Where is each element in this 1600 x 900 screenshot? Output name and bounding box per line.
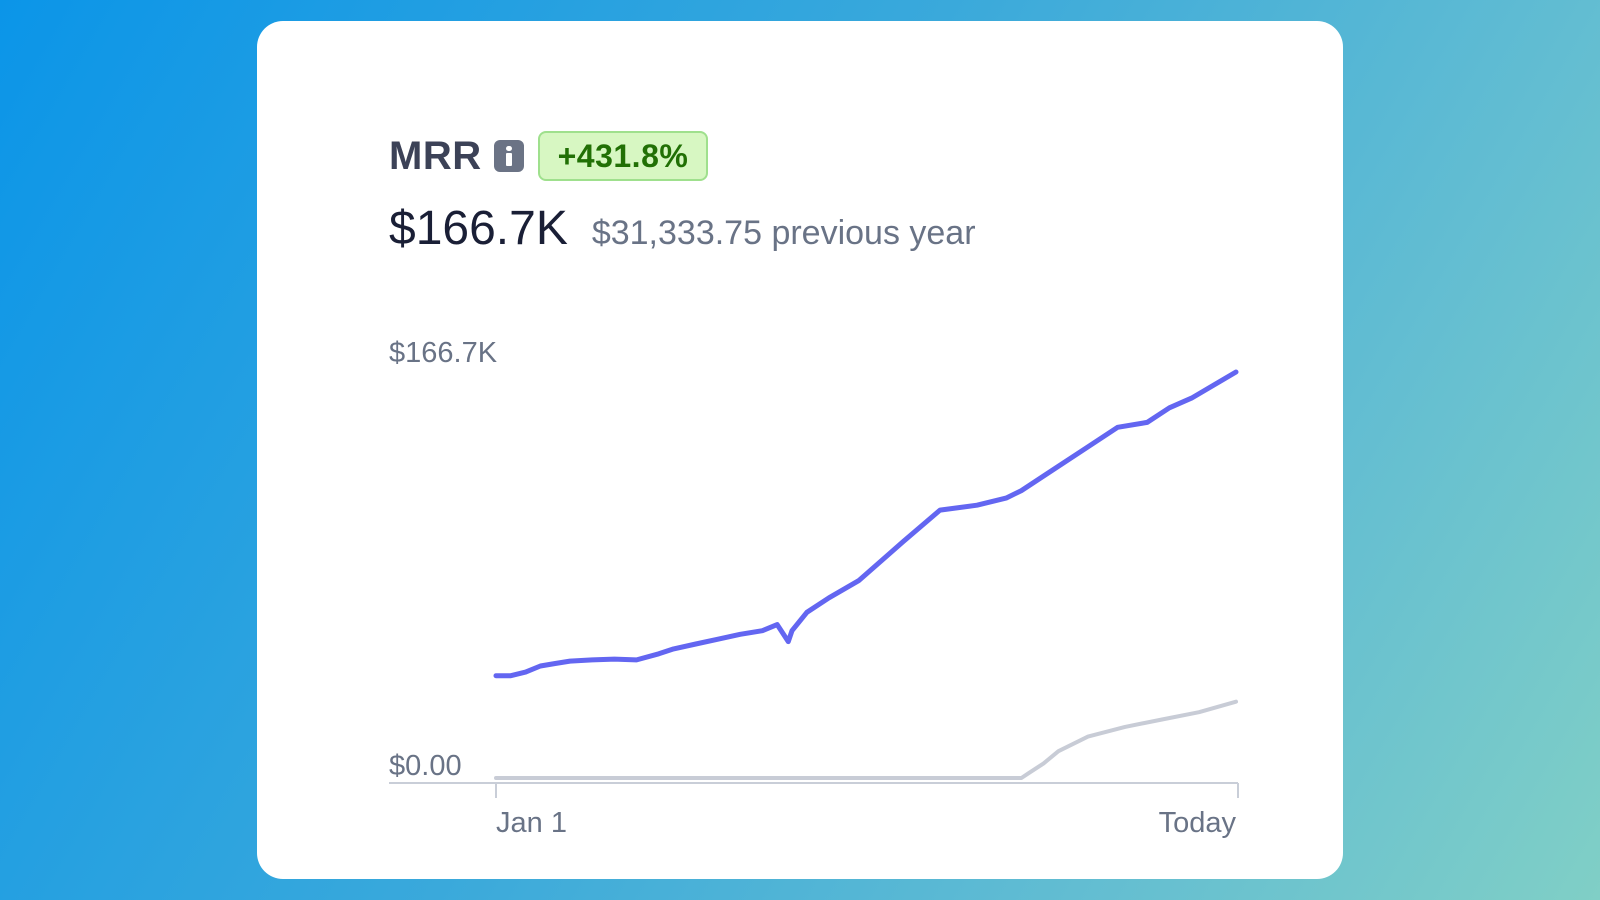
series-line-previous-year bbox=[494, 699, 1238, 780]
y-tick-label-zero: $0.00 bbox=[389, 750, 462, 782]
mrr-card: MRR +431.8% $166.7K $31,333.75 previous … bbox=[257, 21, 1343, 879]
x-tick-label-start: Jan 1 bbox=[496, 807, 567, 839]
metric-values: $166.7K $31,333.75 previous year bbox=[389, 201, 976, 256]
change-badge: +431.8% bbox=[537, 131, 709, 181]
previous-year-value: $31,333.75 previous year bbox=[591, 214, 976, 252]
x-tick-label-end: Today bbox=[1159, 807, 1237, 839]
series-line-current bbox=[493, 369, 1239, 679]
metric-title: MRR bbox=[389, 133, 482, 178]
info-icon[interactable] bbox=[493, 140, 524, 172]
y-tick-label-max: $166.7K bbox=[389, 337, 498, 369]
current-value: $166.7K bbox=[389, 202, 568, 255]
metric-header: MRR +431.8% bbox=[389, 131, 709, 181]
